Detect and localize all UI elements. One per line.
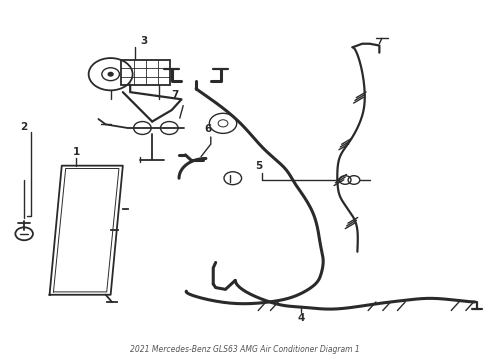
Text: 7: 7 xyxy=(172,90,179,100)
Text: 4: 4 xyxy=(297,314,305,323)
Bar xyxy=(122,60,170,85)
Text: 1: 1 xyxy=(73,147,80,157)
Text: 6: 6 xyxy=(205,124,212,134)
Circle shape xyxy=(108,72,113,76)
Text: 5: 5 xyxy=(255,161,262,171)
Text: 2: 2 xyxy=(20,122,27,132)
Text: 3: 3 xyxy=(140,36,147,45)
Text: 2021 Mercedes-Benz GLS63 AMG Air Conditioner Diagram 1: 2021 Mercedes-Benz GLS63 AMG Air Conditi… xyxy=(130,345,360,354)
